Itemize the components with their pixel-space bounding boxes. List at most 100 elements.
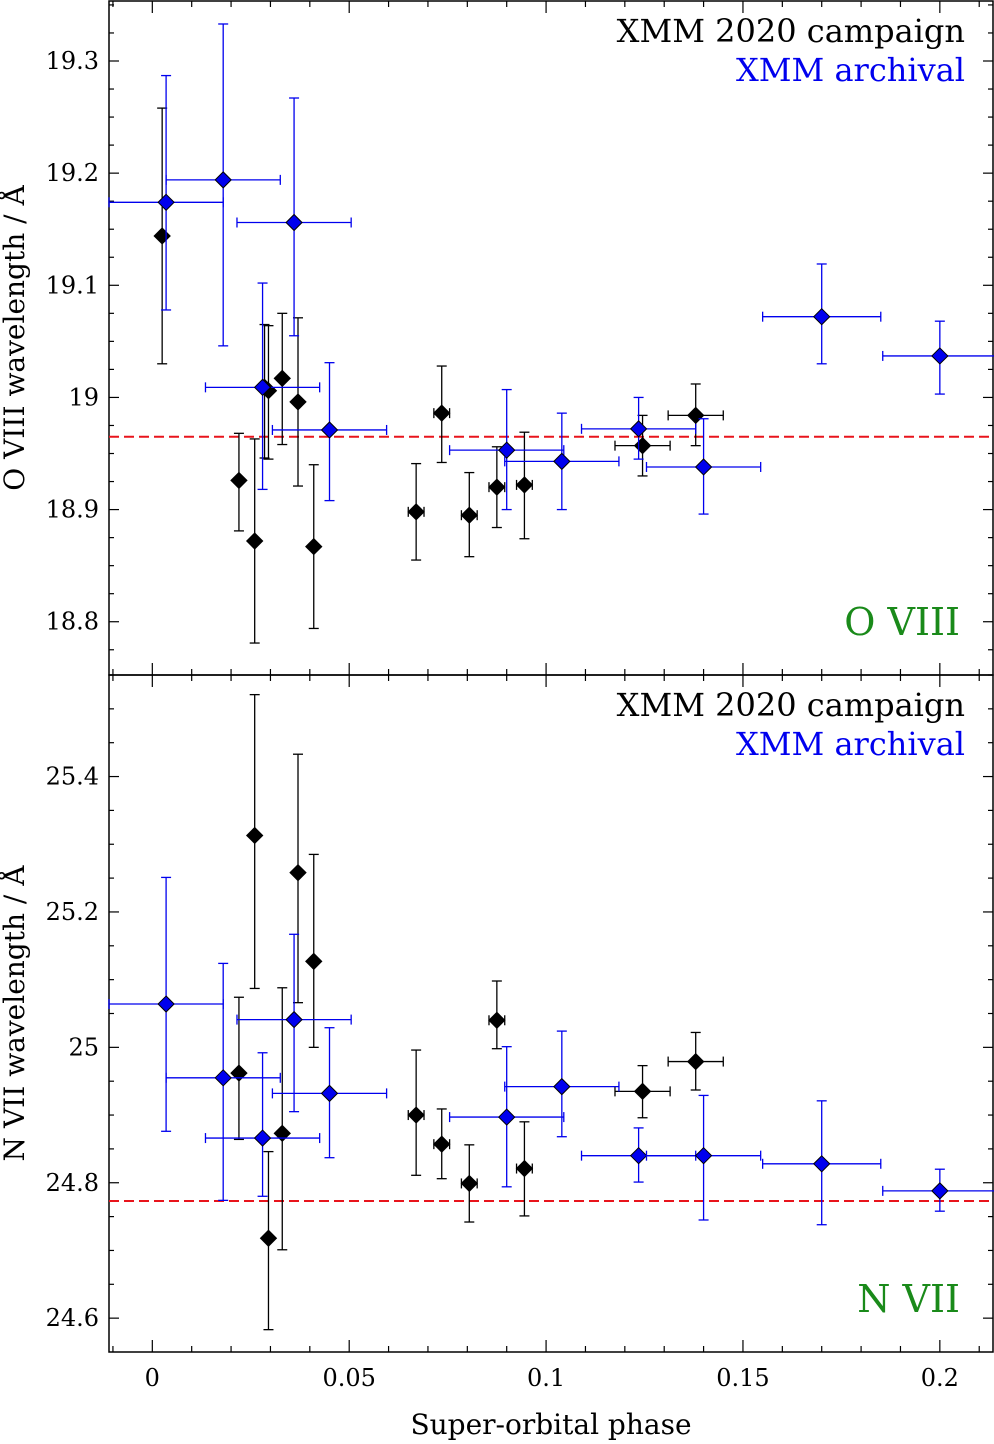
data-point — [761, 1100, 882, 1226]
diamond-marker — [931, 347, 949, 365]
diamond-marker — [320, 421, 339, 439]
data-point — [271, 1027, 388, 1159]
y-tick-label: 19.1 — [46, 271, 99, 299]
data-point — [245, 693, 264, 990]
diamond-marker — [488, 1011, 506, 1029]
x-tick-label: 0 — [145, 1364, 160, 1392]
data-point — [273, 987, 291, 1251]
data-point — [289, 753, 307, 1004]
series-campaign — [230, 693, 724, 1331]
diamond-marker — [515, 476, 534, 494]
diamond-marker — [515, 1159, 534, 1178]
diamond-marker — [253, 1129, 272, 1147]
diamond-marker — [305, 952, 323, 971]
panel-label: N VII — [857, 1277, 960, 1321]
data-point — [761, 263, 882, 365]
diamond-marker — [407, 503, 425, 521]
diamond-marker — [259, 1229, 278, 1247]
x-tick-label: 0.15 — [716, 1364, 769, 1392]
plot-frame — [108, 0, 994, 676]
data-point — [614, 1064, 671, 1119]
diamond-marker — [407, 1106, 425, 1124]
panel-label: O VIII — [844, 600, 960, 644]
diamond-marker — [285, 1010, 303, 1029]
data-point — [580, 396, 697, 460]
data-point — [667, 1031, 724, 1091]
y-axis-title: N VII wavelength / Å — [0, 865, 31, 1162]
diamond-marker — [305, 537, 323, 556]
diamond-marker — [214, 1069, 232, 1087]
diamond-marker — [813, 1155, 831, 1173]
data-point — [448, 388, 565, 511]
diamond-marker — [153, 227, 171, 245]
data-point — [230, 432, 248, 532]
plot-frame — [108, 674, 994, 1353]
data-point — [305, 464, 323, 630]
y-tick-label: 18.9 — [46, 496, 99, 524]
diamond-marker — [813, 307, 831, 326]
legend-entry: XMM archival — [736, 51, 965, 89]
x-tick-label: 0.2 — [921, 1364, 959, 1392]
data-point — [108, 876, 224, 1132]
diamond-marker — [694, 458, 713, 476]
diamond-marker — [433, 404, 451, 422]
diamond-marker — [629, 420, 648, 438]
diamond-marker — [157, 995, 175, 1013]
data-point — [407, 1049, 425, 1176]
y-tick-label: 24.8 — [46, 1169, 99, 1197]
data-point — [108, 74, 224, 311]
panel-top: 18.8 18.9 19 19.1 19.2 19.3 XMM 2020 campaignX… — [0, 0, 994, 676]
x-axis-title: Super-orbital phase — [410, 1408, 691, 1441]
data-point — [236, 933, 352, 1113]
legend-entry: XMM 2020 campaign — [617, 12, 965, 50]
data-point — [305, 853, 323, 1048]
diamond-marker — [289, 393, 307, 411]
diamond-marker — [253, 378, 272, 397]
y-tick-label: 25 — [68, 1033, 99, 1061]
data-point — [515, 431, 534, 540]
diamond-marker — [553, 452, 571, 471]
diamond-marker — [157, 193, 175, 212]
y-tick-label: 18.8 — [46, 608, 99, 636]
data-point — [153, 107, 171, 365]
diamond-marker — [289, 863, 307, 882]
diamond-marker — [694, 1146, 713, 1165]
diamond-marker — [433, 1135, 451, 1153]
y-tick-label: 25.4 — [46, 763, 99, 791]
x-tick-label: 0.05 — [322, 1364, 375, 1392]
data-point — [236, 97, 352, 337]
diamond-marker — [497, 441, 516, 459]
data-point — [273, 312, 291, 446]
diamond-marker — [460, 506, 479, 524]
data-point — [271, 362, 388, 502]
data-point — [433, 1108, 451, 1180]
diamond-marker — [553, 1077, 571, 1096]
y-tick-label: 25.2 — [46, 898, 99, 926]
diamond-marker — [230, 1064, 248, 1082]
data-point — [204, 1052, 321, 1197]
y-tick-label: 19.3 — [46, 47, 99, 75]
data-point — [488, 980, 506, 1050]
diamond-marker — [633, 436, 652, 455]
data-point — [204, 282, 321, 491]
data-point — [460, 1144, 479, 1223]
diamond-marker — [633, 1082, 652, 1101]
data-point — [448, 1046, 565, 1188]
series-archival — [108, 876, 994, 1226]
diamond-marker — [488, 478, 506, 496]
data-point — [165, 962, 281, 1202]
legend-entry: XMM archival — [736, 725, 965, 763]
diamond-marker — [320, 1084, 339, 1103]
data-point — [882, 1168, 994, 1212]
y-tick-label: 19 — [68, 383, 99, 411]
diamond-marker — [931, 1182, 949, 1200]
diamond-marker — [497, 1108, 516, 1126]
data-point — [515, 1121, 534, 1217]
data-point — [504, 1030, 620, 1138]
data-point — [645, 418, 762, 515]
diamond-marker — [460, 1174, 479, 1193]
legend-entry: XMM 2020 campaign — [617, 686, 965, 724]
series-archival — [108, 23, 994, 515]
data-point — [504, 412, 620, 511]
